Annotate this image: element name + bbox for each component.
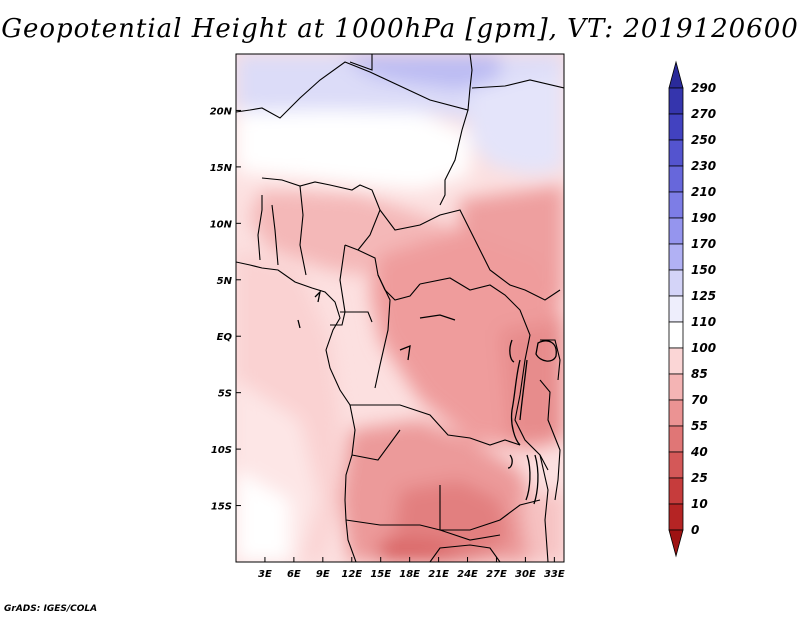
colorbar-label: 40 — [690, 445, 708, 459]
x-tick-label: 24E — [457, 569, 478, 580]
chart-title: Geopotential Height at 1000hPa [gpm], VT… — [1, 14, 799, 44]
colorbar-label: 70 — [691, 393, 708, 407]
colorbar-label: 110 — [691, 315, 716, 329]
x-axis: 3E 6E 9E 12E 15E 18E 21E 24E 27E 30E 33E — [258, 557, 565, 580]
colorbar-bin — [668, 503, 684, 531]
x-tick-label: 6E — [287, 569, 301, 580]
colorbar-bin — [668, 243, 684, 271]
borders-layer — [236, 54, 564, 562]
y-tick-label: 10S — [211, 445, 232, 456]
colorbar-label: 190 — [691, 211, 716, 225]
colorbar-bin — [668, 87, 684, 115]
x-tick-label: 12E — [341, 569, 362, 580]
colorbar-bin — [668, 373, 684, 401]
colorbar-bin — [668, 477, 684, 505]
plot-frame — [235, 53, 565, 563]
y-tick-label: EQ — [217, 332, 233, 343]
colorbar-bin — [668, 113, 684, 141]
y-tick-label: 5S — [218, 389, 232, 400]
field-region-far-south — [380, 540, 470, 562]
colorbar: 2902702502302101901701501251101008570554… — [668, 60, 716, 558]
x-tick-label: 9E — [316, 569, 330, 580]
lakes-layer — [297, 290, 557, 505]
colorbar-label: 55 — [691, 419, 708, 433]
colorbar-label: 10 — [691, 497, 708, 511]
x-tick-label: 21E — [428, 569, 449, 580]
y-tick-label: 15N — [210, 163, 233, 174]
colorbar-bin — [668, 425, 684, 453]
colorbar-label: 0 — [691, 523, 699, 537]
field-region-sahel-neutral — [236, 110, 470, 190]
x-tick-label: 15E — [370, 569, 391, 580]
colorbar-label: 290 — [691, 81, 716, 95]
colorbar-bin — [668, 165, 684, 193]
field-layer — [236, 54, 564, 562]
colorbar-label: 150 — [691, 263, 716, 277]
x-tick-label: 3E — [258, 569, 272, 580]
y-tick-label: 15S — [211, 502, 232, 513]
colorbar-bin — [668, 451, 684, 479]
x-tick-label: 33E — [544, 569, 565, 580]
x-tick-label: 18E — [399, 569, 420, 580]
colorbar-bin — [668, 295, 684, 323]
colorbar-label: 230 — [691, 159, 716, 173]
colorbar-label: 100 — [691, 341, 716, 355]
colorbar-bin — [668, 321, 684, 349]
y-tick-label: 5N — [217, 276, 233, 287]
colorbar-label: 210 — [691, 185, 716, 199]
colorbar-bin — [668, 269, 684, 297]
colorbar-bin — [668, 347, 684, 375]
colorbar-label: 125 — [691, 289, 716, 303]
colorbar-label: 25 — [691, 471, 708, 485]
x-tick-label: 27E — [486, 569, 507, 580]
colorbar-bin — [668, 191, 684, 219]
y-tick-label: 10N — [210, 219, 233, 230]
y-axis: 20N 15N 10N 5N EQ 5S 10S 15S — [210, 106, 241, 513]
colorbar-label: 270 — [691, 107, 716, 121]
colorbar-bin — [668, 139, 684, 167]
colorbar-label: 85 — [691, 367, 708, 381]
x-tick-label: 30E — [515, 569, 536, 580]
colorbar-bin — [668, 217, 684, 245]
colorbar-bin — [668, 529, 684, 558]
credit-label: GrADS: IGES/COLA — [4, 604, 98, 614]
y-tick-label: 20N — [210, 106, 233, 117]
colorbar-bin — [668, 399, 684, 427]
colorbar-bin — [668, 60, 684, 89]
colorbar-label: 250 — [691, 133, 716, 147]
colorbar-label: 170 — [691, 237, 716, 251]
